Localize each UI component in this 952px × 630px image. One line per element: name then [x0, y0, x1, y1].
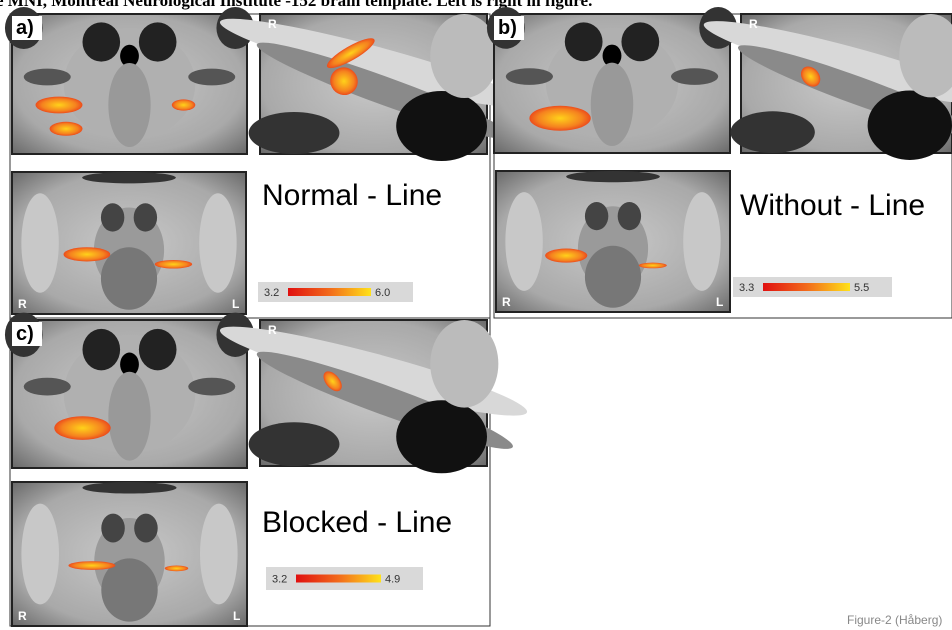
orientation-label: R [18, 609, 27, 623]
anatomy [505, 192, 542, 291]
panel-title: Blocked - Line [262, 506, 452, 539]
anatomy [529, 106, 590, 131]
anatomy [618, 202, 641, 230]
orientation-label: R [749, 17, 758, 31]
orientation-label: L [716, 295, 723, 309]
brain-image [12, 482, 247, 626]
panel-title: Without - Line [740, 189, 925, 222]
anatomy [134, 514, 158, 543]
anatomy [396, 91, 487, 161]
brain-image [496, 171, 730, 312]
anatomy [24, 378, 71, 396]
anatomy [566, 171, 660, 182]
brain-image [215, 313, 531, 473]
anatomy [165, 566, 189, 572]
panel-label: a) [16, 17, 34, 39]
anatomy [83, 22, 121, 61]
panel-title: Normal - Line [262, 179, 442, 212]
anatomy [68, 561, 115, 570]
figure: e MNI, Montreal Neurological Institute -… [0, 0, 952, 630]
orientation-label: L [232, 297, 239, 311]
anatomy [21, 504, 59, 605]
anatomy [82, 172, 176, 183]
colorbar [763, 283, 850, 291]
colorbar-min: 3.2 [272, 574, 287, 586]
panel-label: c) [16, 323, 34, 345]
anatomy [199, 193, 236, 292]
anatomy [188, 378, 235, 396]
colorbar-min: 3.2 [264, 287, 279, 299]
footer: Figure-2 (Håberg) [847, 613, 942, 627]
colorbar-min: 3.3 [739, 282, 754, 294]
anatomy [83, 329, 121, 370]
anatomy [54, 416, 110, 440]
anatomy [683, 192, 720, 291]
anatomy [565, 22, 603, 61]
anatomy [868, 90, 952, 160]
anatomy [188, 69, 235, 86]
anatomy [639, 263, 667, 269]
anatomy [585, 246, 641, 308]
anatomy [396, 400, 487, 473]
orientation-label: R [502, 295, 511, 309]
anatomy [63, 247, 110, 261]
brain-image [216, 6, 532, 161]
brain-image [12, 172, 246, 314]
anatomy [139, 22, 177, 61]
anatomy [101, 247, 157, 309]
colorbar [288, 288, 371, 296]
anatomy [585, 202, 608, 230]
anatomy [134, 203, 157, 231]
anatomy [101, 203, 124, 231]
anatomy [249, 422, 340, 466]
colorbar-max: 4.9 [385, 574, 400, 586]
brain-image [487, 7, 737, 153]
anatomy [172, 99, 196, 110]
anatomy [430, 320, 498, 408]
anatomy [545, 249, 587, 263]
panel-label: b) [498, 17, 517, 39]
colorbar-max: 5.5 [854, 282, 869, 294]
anatomy [108, 372, 150, 461]
anatomy [621, 22, 659, 61]
anatomy [21, 193, 58, 292]
orientation-label: R [268, 323, 277, 337]
anatomy [83, 482, 177, 494]
brain-image [5, 313, 254, 468]
anatomy [730, 111, 814, 153]
colorbar-max: 6.0 [375, 287, 390, 299]
anatomy [24, 69, 71, 86]
orientation-label: R [18, 297, 27, 311]
orientation-label: R [268, 17, 277, 31]
anatomy [108, 63, 150, 147]
anatomy [139, 329, 177, 370]
anatomy [155, 260, 192, 269]
anatomy [36, 97, 83, 114]
anatomy [200, 504, 238, 605]
anatomy [249, 112, 340, 154]
anatomy [671, 68, 718, 85]
orientation-label: L [233, 609, 240, 623]
anatomy [506, 68, 553, 85]
brain-image [5, 7, 254, 154]
anatomy [50, 122, 83, 136]
colorbar [296, 575, 381, 583]
anatomy [101, 514, 125, 543]
anatomy [591, 63, 633, 146]
